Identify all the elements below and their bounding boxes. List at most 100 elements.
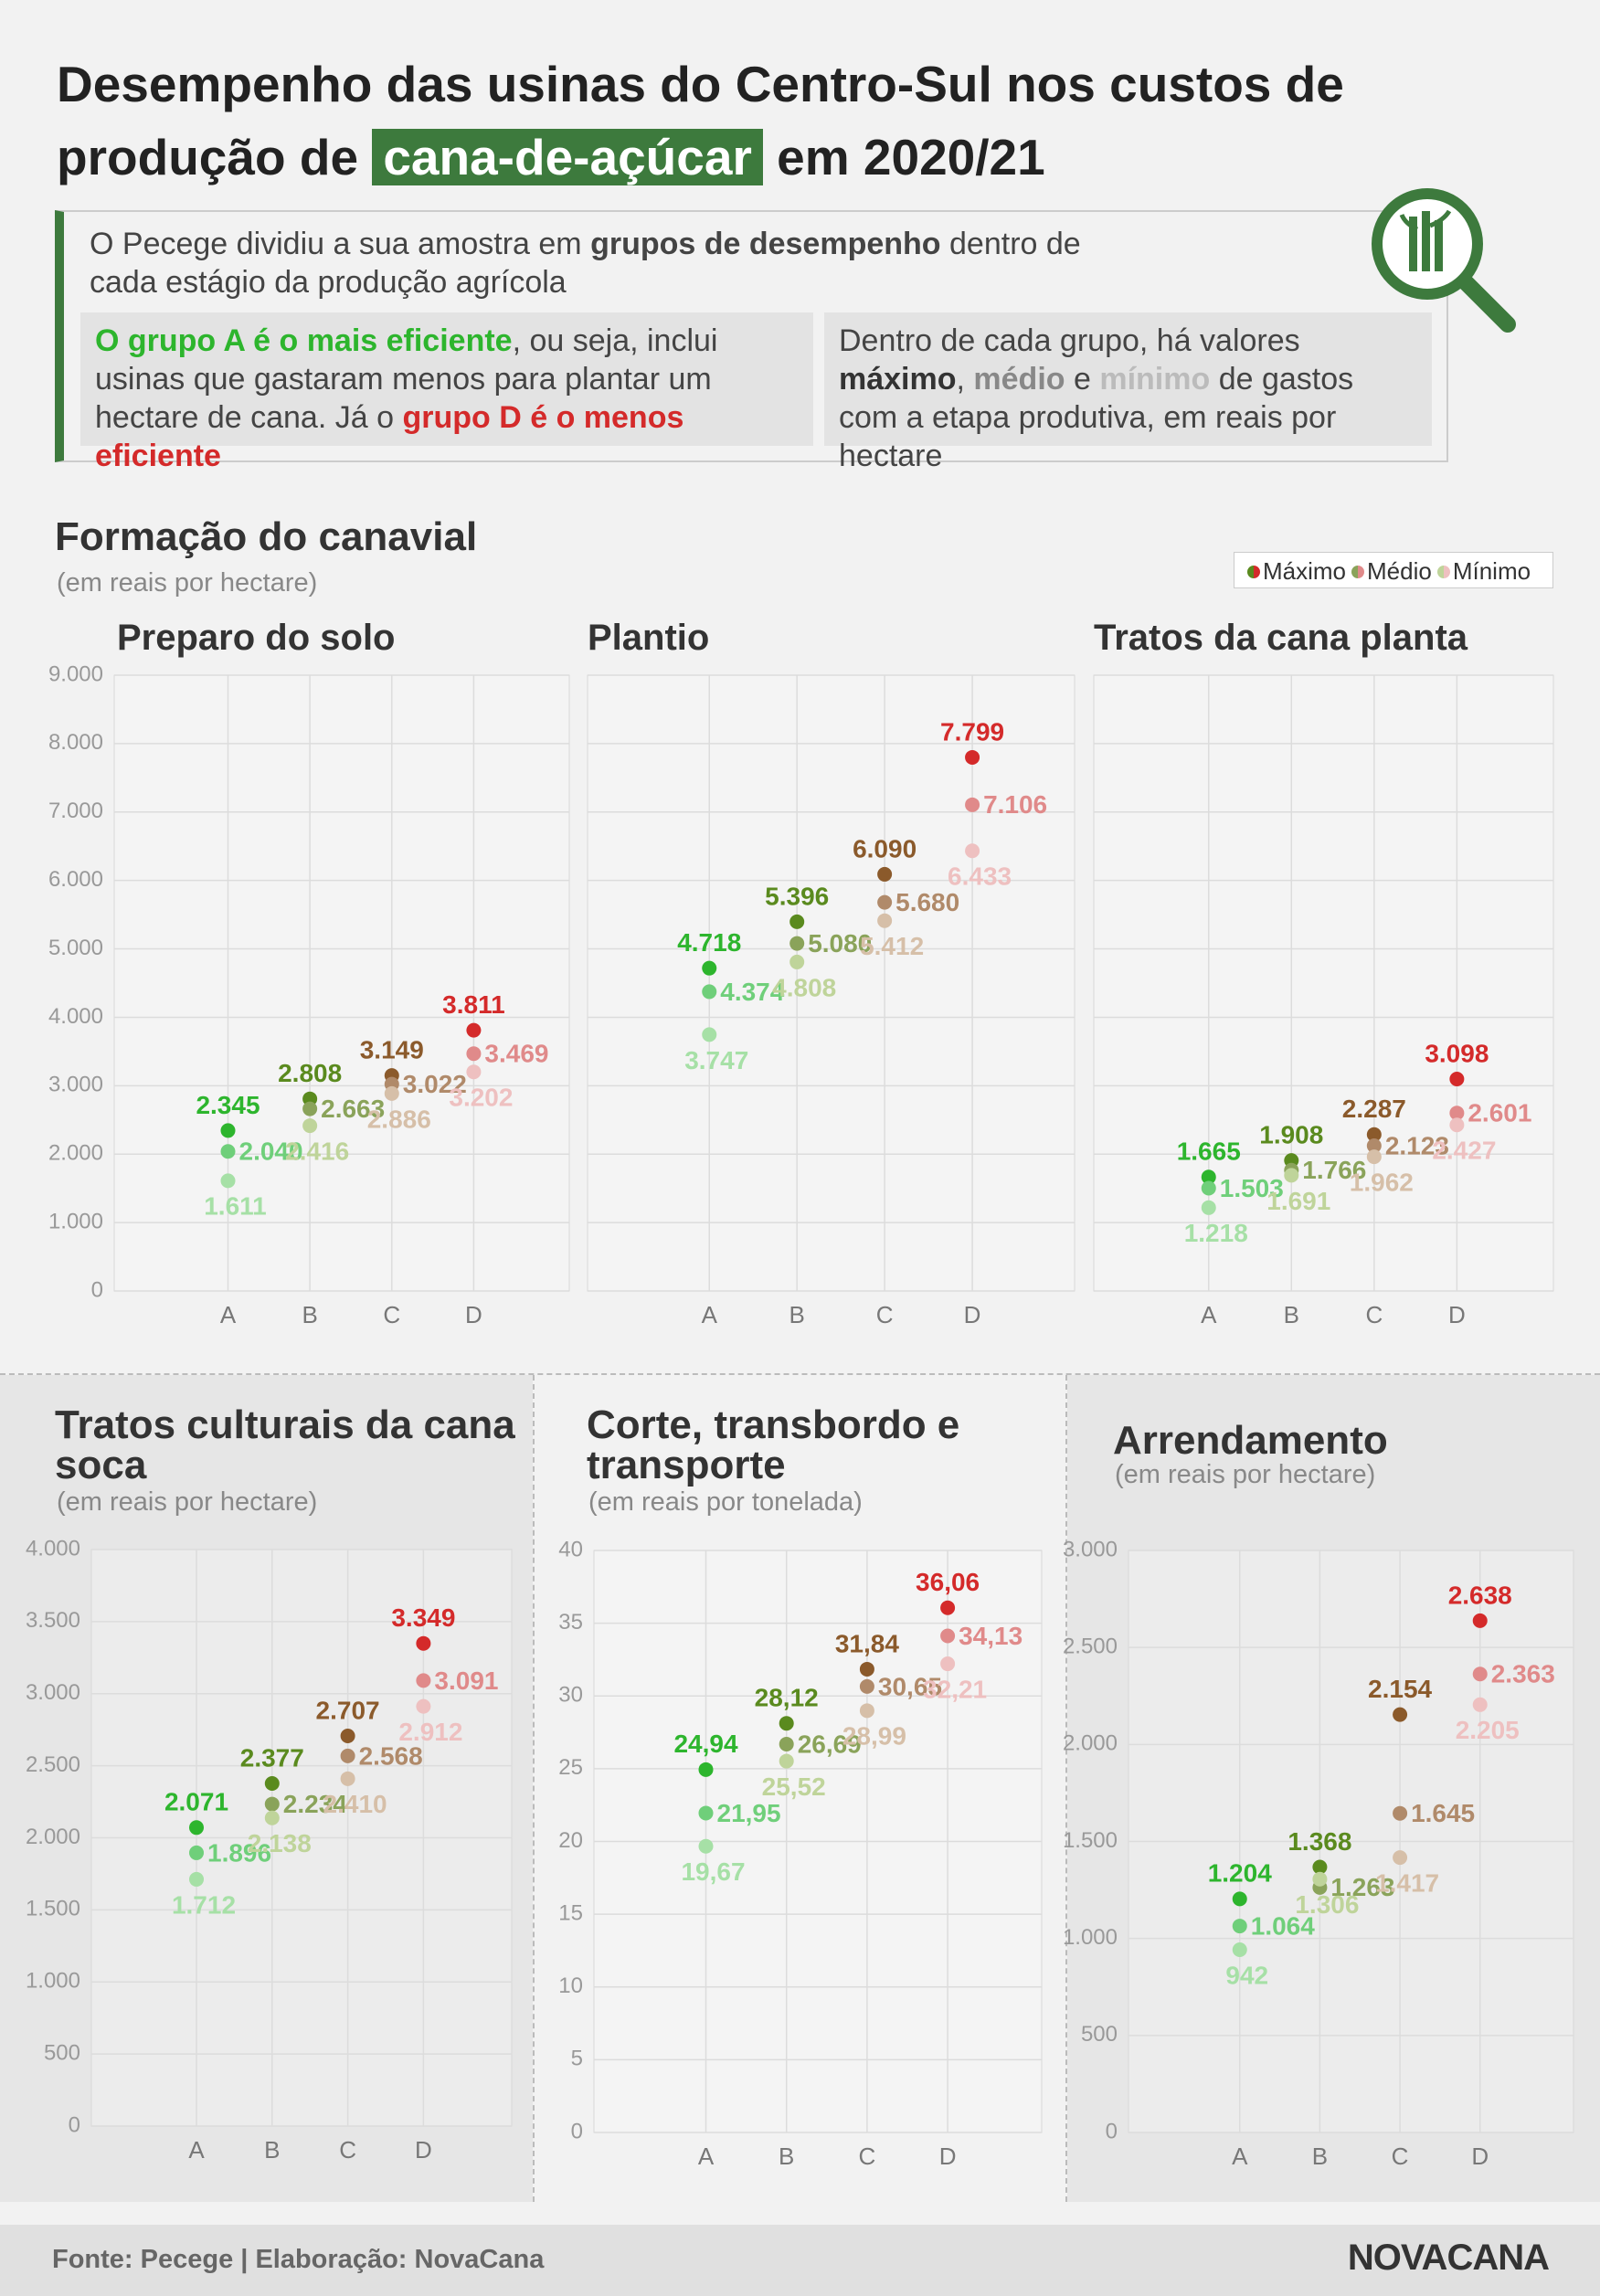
value-label: 1.691	[1266, 1187, 1330, 1215]
value-label: 1.064	[1251, 1911, 1315, 1940]
y-tick-label: 2.000	[1063, 1731, 1118, 1756]
value-label: 34,13	[959, 1622, 1023, 1650]
value-label: 3.747	[684, 1046, 748, 1074]
text-strong: grupo D é o menos eficiente	[95, 400, 684, 473]
dot	[220, 1123, 236, 1138]
value-label: 31,84	[835, 1629, 899, 1657]
dot	[1201, 1200, 1216, 1215]
value-label: 3.202	[449, 1084, 513, 1112]
dot	[384, 1085, 399, 1101]
value-label: 1.611	[204, 1192, 267, 1221]
dot	[779, 1716, 794, 1731]
chart-title: Tratos culturais da cana soca	[55, 1402, 515, 1487]
chart-title: Tratos da cana planta	[1094, 618, 1468, 658]
dot	[220, 1144, 236, 1159]
value-label: 942	[1225, 1961, 1268, 1989]
dot	[340, 1748, 355, 1763]
dot	[789, 914, 805, 929]
dot	[1201, 1180, 1216, 1196]
dot	[264, 1796, 280, 1812]
dot	[264, 1776, 280, 1792]
dot	[1284, 1168, 1299, 1183]
dot	[466, 1022, 482, 1038]
value-label: 7.799	[940, 717, 1004, 746]
value-label: 3.469	[484, 1040, 548, 1068]
x-tick-label: D	[465, 1301, 482, 1328]
intro-box: O Pecege dividiu a sua amostra em grupos…	[55, 210, 1448, 473]
y-tick-label: 9.000	[48, 661, 103, 686]
text: O Pecege dividiu a sua amostra em	[90, 227, 582, 261]
dot	[702, 1027, 717, 1042]
x-tick-label: B	[789, 1301, 805, 1328]
dot	[877, 866, 893, 882]
x-tick-label: D	[1448, 1301, 1466, 1328]
x-tick-label: D	[415, 2136, 432, 2164]
value-label: 19,67	[681, 1857, 745, 1886]
text: , ou seja, inclui usinas que gastaram me…	[95, 323, 718, 435]
value-label: 2.154	[1368, 1675, 1432, 1703]
value-label: 2.377	[240, 1743, 304, 1772]
dot	[1312, 1859, 1328, 1875]
value-label: 2.808	[278, 1059, 342, 1087]
value-label: 1.766	[1302, 1156, 1366, 1184]
y-tick-label: 5	[571, 2047, 583, 2071]
dot	[877, 894, 893, 910]
legend-label: Médio	[1367, 557, 1432, 585]
value-label: 1.503	[1220, 1174, 1284, 1202]
info-box: Dentro de cada grupo, há valores máximo,…	[824, 312, 1432, 473]
dot	[189, 1820, 204, 1836]
x-tick-label: C	[876, 1301, 894, 1328]
y-tick-label: 0	[91, 1277, 103, 1302]
dot	[1472, 1613, 1488, 1628]
dot	[1393, 1850, 1408, 1866]
y-tick-label: 3.000	[1063, 1537, 1118, 1561]
value-label: 2.345	[196, 1091, 260, 1119]
value-label: 2.363	[1491, 1660, 1555, 1688]
x-tick-label: A	[220, 1301, 237, 1328]
value-label: 2.886	[367, 1105, 431, 1133]
chart-subtitle: (em reais por hectare)	[57, 1487, 318, 1517]
x-tick-label: B	[302, 1301, 317, 1328]
dot	[965, 797, 980, 812]
x-tick-label: B	[264, 2136, 280, 2164]
value-label: 5.680	[895, 888, 959, 916]
value-label: 3.149	[360, 1036, 424, 1064]
value-label: 1.204	[1208, 1859, 1272, 1888]
dot	[1232, 1919, 1247, 1934]
value-label: 5.412	[860, 932, 924, 960]
dot	[859, 1678, 874, 1694]
value-label: 1.306	[1295, 1890, 1359, 1919]
dot	[1472, 1666, 1488, 1682]
value-label: 4.718	[677, 928, 741, 957]
dot	[940, 1628, 956, 1644]
y-tick-label: 35	[558, 1610, 583, 1635]
dot	[189, 1871, 204, 1887]
x-tick-label: C	[339, 2136, 356, 2164]
y-tick-label: 500	[1081, 2022, 1118, 2047]
dot	[416, 1635, 431, 1651]
dot	[1449, 1117, 1465, 1133]
x-tick-label: D	[1471, 2143, 1489, 2170]
value-label: 4.808	[772, 973, 836, 1001]
dot	[1312, 1871, 1328, 1887]
x-tick-label: C	[383, 1301, 400, 1328]
y-tick-label: 7.000	[48, 799, 103, 823]
y-tick-label: 1.000	[48, 1209, 103, 1233]
text-strong: mínimo	[1099, 362, 1211, 397]
x-tick-label: A	[698, 2143, 715, 2170]
text: ,	[956, 362, 965, 397]
y-tick-label: 500	[44, 2040, 80, 2065]
value-label: 24,94	[673, 1730, 737, 1758]
dot	[779, 1736, 794, 1751]
text-strong: O grupo A é o mais eficiente	[95, 323, 513, 358]
x-tick-label: B	[1312, 2143, 1328, 2170]
plot-area	[1093, 674, 1554, 1292]
dot	[189, 1845, 204, 1860]
section-title: Formação do canavial	[55, 514, 478, 559]
x-tick-label: C	[1392, 2143, 1409, 2170]
page-title: Desempenho das usinas do Centro-Sul nos …	[57, 48, 1344, 194]
value-label: 5.396	[765, 882, 829, 910]
dot	[877, 913, 893, 928]
chart-title: Plantio	[588, 618, 710, 658]
